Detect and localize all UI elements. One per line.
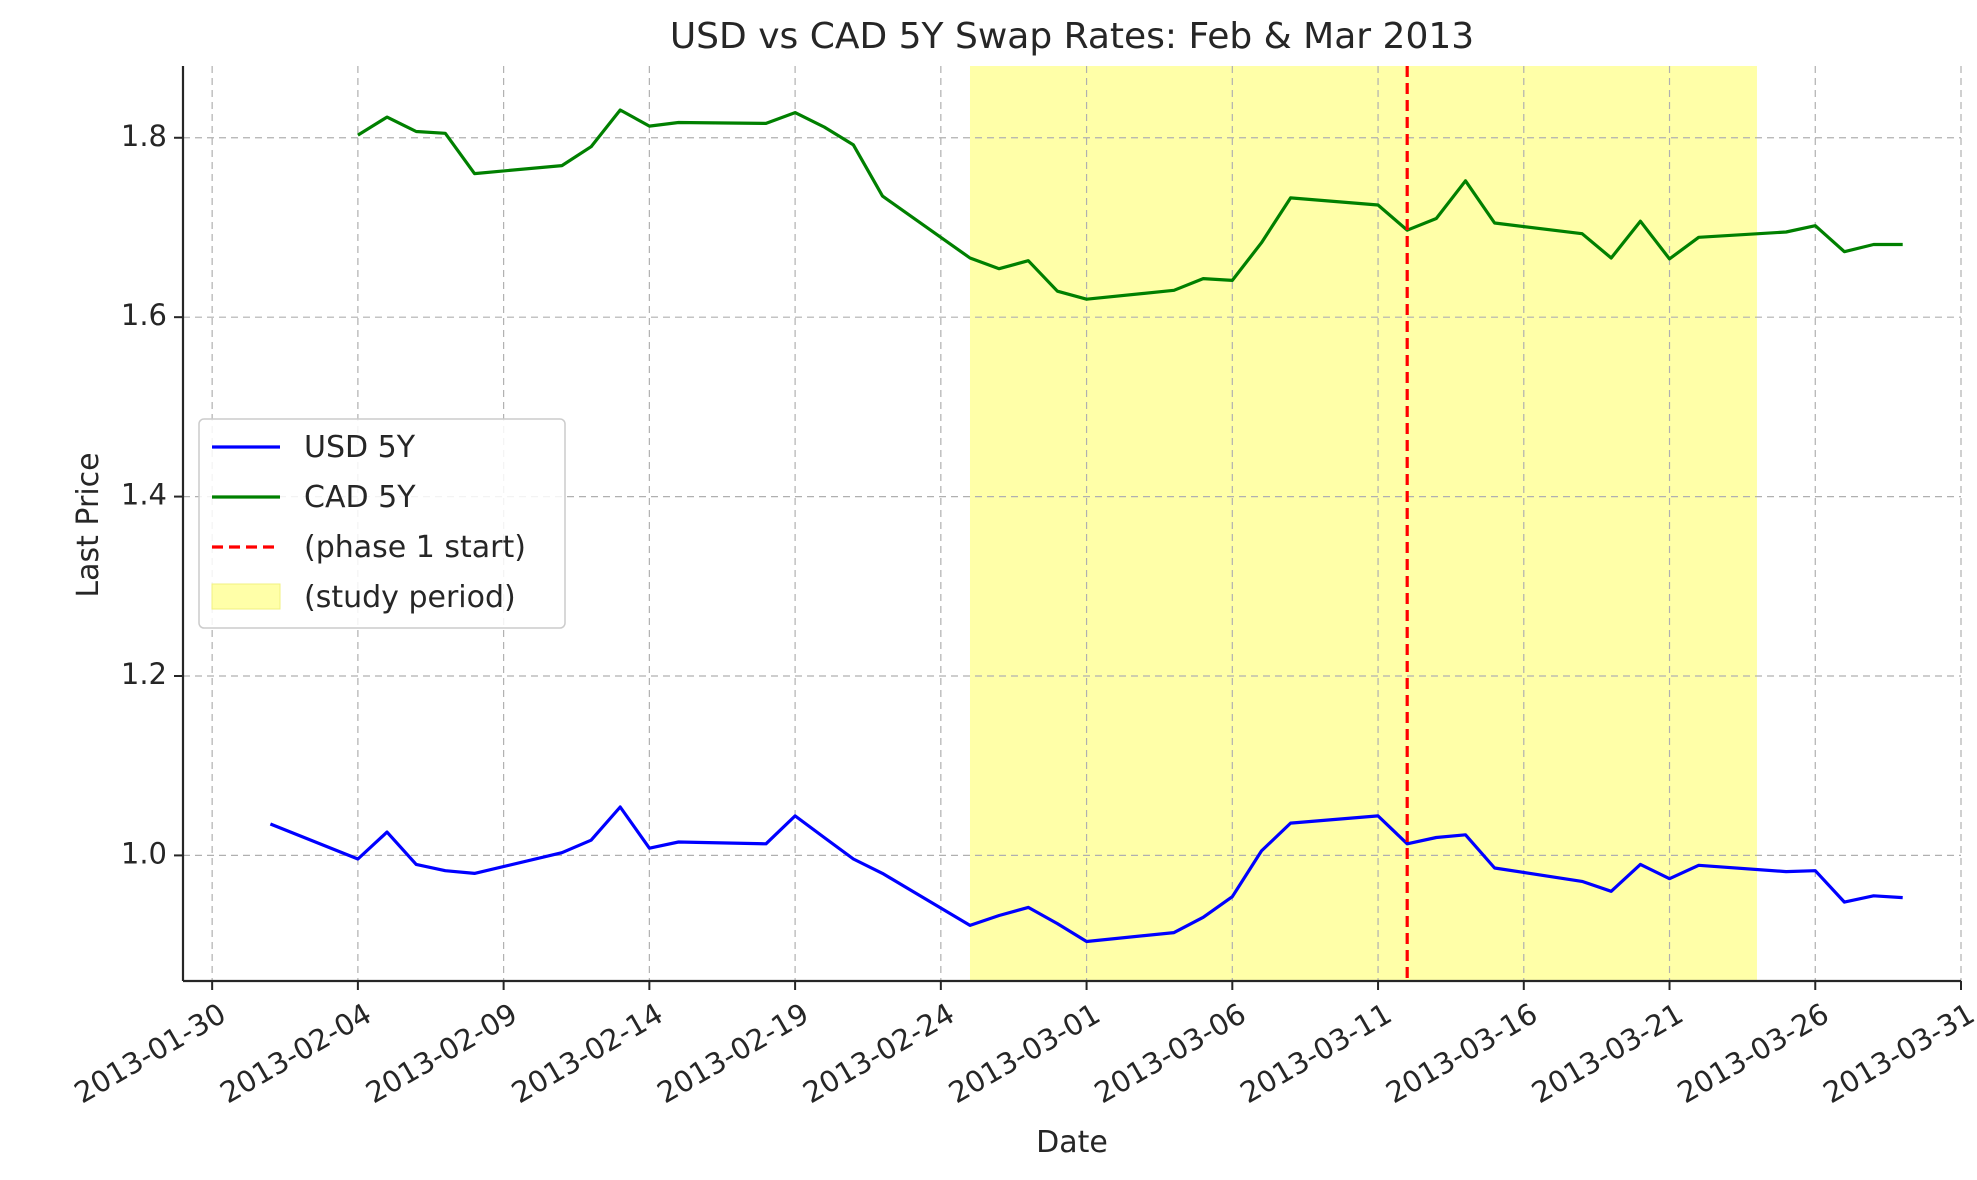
legend: USD 5Y CAD 5Y (phase 1 start) (study per… [198,418,566,629]
y-tick-label: 1.6 [121,298,167,332]
usd-5y-line [269,805,1903,944]
y-axis-title: Last Price [71,452,106,597]
gridlines [183,66,1962,981]
y-tick-label: 1.4 [121,478,167,512]
legend-study-swatch [211,583,281,610]
shaded-region-layer [969,66,1757,981]
chart-title: USD vs CAD 5Y Swap Rates: Feb & Mar 2013 [670,16,1474,57]
legend-box [198,418,566,629]
legend-usd-label: USD 5Y [304,430,416,465]
x-axis-title: Date [1036,1125,1108,1160]
legend-study-label: (study period) [304,580,516,615]
study-period-region [969,66,1757,981]
y-tick-label: 1.8 [121,119,167,153]
legend-cad-label: CAD 5Y [304,480,416,515]
y-tick-label: 1.0 [121,836,167,870]
legend-phase-label: (phase 1 start) [304,530,526,565]
y-tick-label: 1.2 [121,657,167,691]
axes [181,66,1961,983]
cad-5y-line [357,108,1903,301]
series-layer [269,108,1903,944]
